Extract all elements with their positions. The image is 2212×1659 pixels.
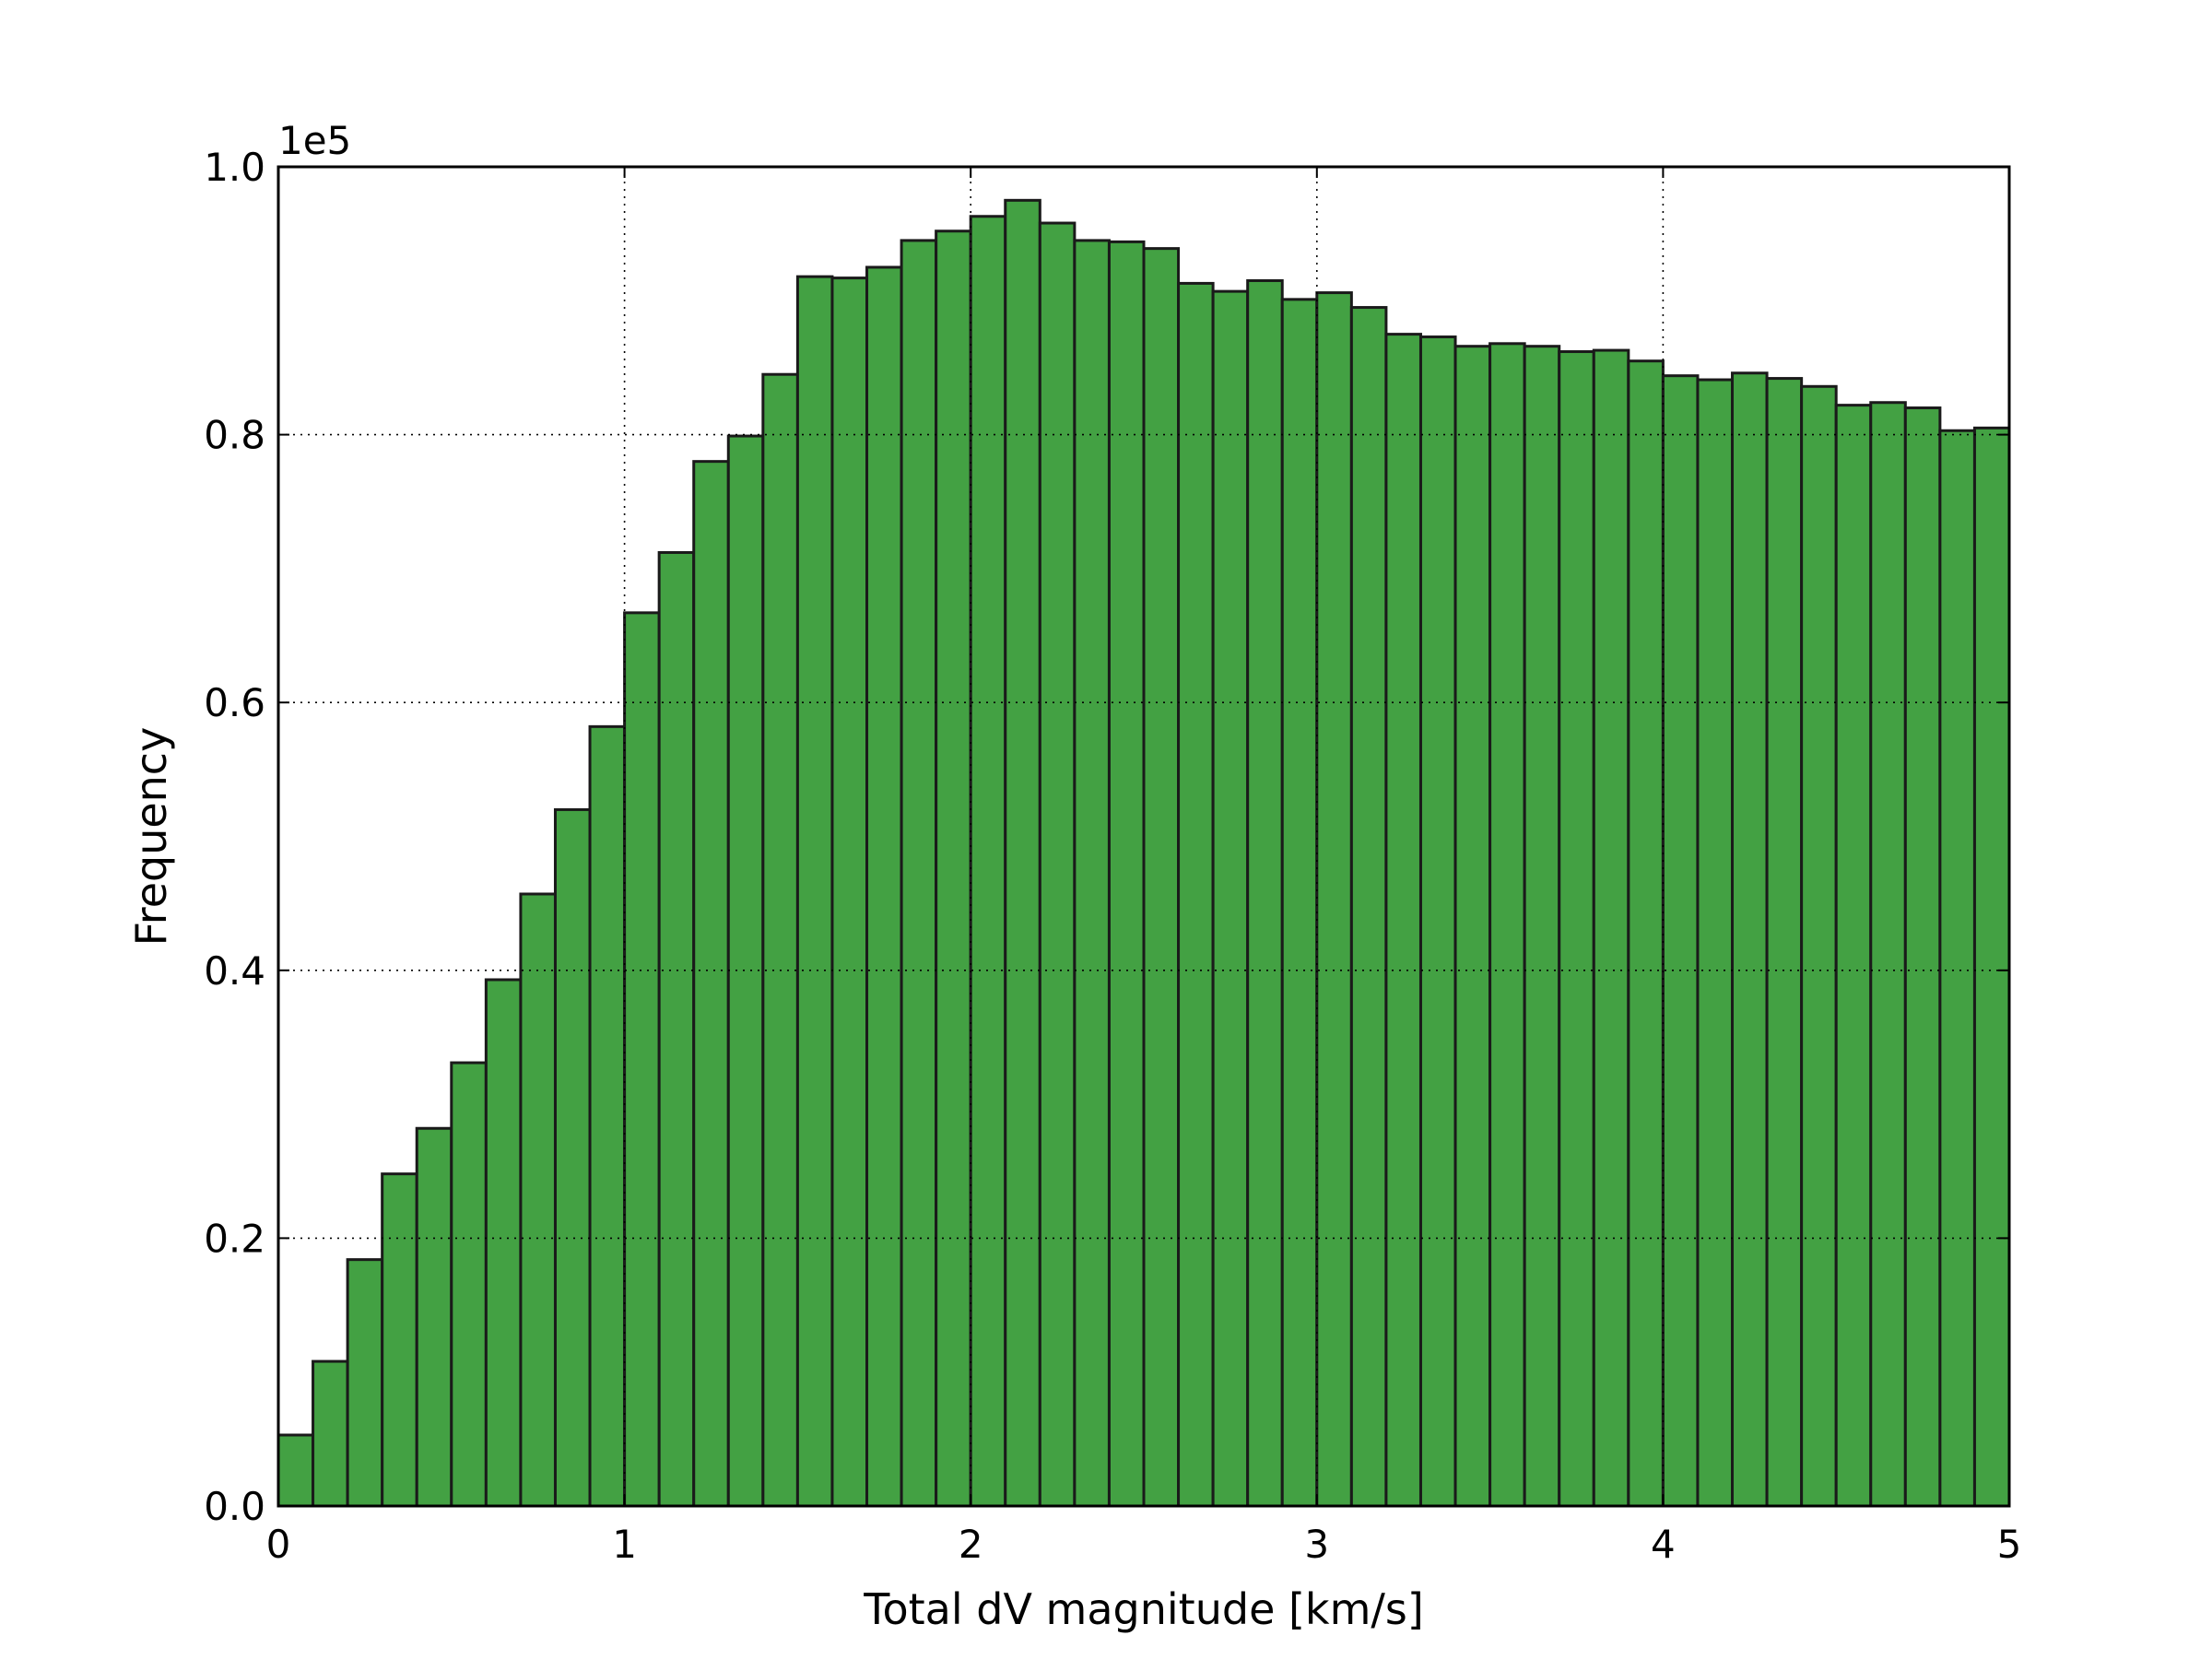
- histogram-bar: [1696, 378, 1735, 1508]
- histogram-bar: [1592, 348, 1630, 1508]
- histogram-bar: [1004, 198, 1041, 1508]
- histogram-bar: [553, 807, 592, 1508]
- histogram-bar: [1038, 221, 1077, 1508]
- histogram-bar: [1903, 406, 1942, 1508]
- histogram-bar: [276, 1433, 315, 1508]
- histogram-bar: [1280, 298, 1319, 1508]
- histogram-bar: [1418, 335, 1457, 1508]
- histogram-bar: [1349, 306, 1388, 1508]
- histogram-bar: [935, 229, 972, 1508]
- histogram-bar: [1107, 240, 1146, 1508]
- y-tick-label: 0.4: [204, 948, 265, 994]
- y-tick-label: 0.6: [204, 680, 265, 725]
- x-tick-label: 4: [1651, 1522, 1676, 1567]
- histogram-bar: [450, 1061, 488, 1508]
- axis-ticks: 0 1 2 3 4 5 0.0 0.2 0.4 0.6 0.8 1.0: [204, 145, 2021, 1567]
- y-offset-label: 1e5: [278, 118, 351, 163]
- histogram-bar: [346, 1258, 384, 1508]
- x-tick-label: 1: [612, 1522, 637, 1567]
- histogram-bar: [1972, 426, 2011, 1508]
- x-tick-label: 0: [266, 1522, 291, 1567]
- histogram-bar: [1834, 404, 1873, 1508]
- histogram-bar: [1246, 279, 1284, 1508]
- histogram-bar: [1142, 247, 1181, 1508]
- x-tick-label: 5: [1997, 1522, 2022, 1567]
- histogram-bar: [1453, 345, 1492, 1508]
- histogram-bar: [1627, 359, 1665, 1508]
- histogram-bar: [1315, 291, 1353, 1508]
- x-tick-label: 3: [1304, 1522, 1329, 1567]
- histogram-bar: [865, 265, 903, 1508]
- histogram-bar: [1211, 289, 1250, 1508]
- histogram-bar: [381, 1172, 418, 1508]
- histogram-bar: [519, 892, 557, 1508]
- y-tick-label: 0.0: [204, 1484, 265, 1529]
- histogram-bar: [1488, 342, 1526, 1508]
- histogram-bar: [830, 276, 869, 1508]
- histogram-bar: [1661, 374, 1700, 1508]
- plot-frame: [276, 165, 2011, 1508]
- histogram-bar: [969, 215, 1007, 1508]
- grid-lines: [278, 167, 2009, 1506]
- histogram-bar: [1523, 345, 1561, 1508]
- histogram-bar: [588, 724, 627, 1508]
- histogram-bar: [1800, 384, 1838, 1508]
- histogram-bar: [1938, 429, 1976, 1508]
- histogram-bar: [1765, 377, 1804, 1508]
- x-tick-label: 2: [959, 1522, 983, 1567]
- y-tick-label: 1.0: [204, 145, 265, 190]
- y-axis-label: Frequency: [126, 727, 176, 947]
- y-tick-label: 0.2: [204, 1216, 265, 1261]
- histogram-bar: [900, 239, 938, 1508]
- x-axis-label: Total dV magnitude [km/s]: [863, 1584, 1424, 1634]
- histogram-bar: [692, 460, 730, 1508]
- histogram-bar: [657, 550, 696, 1508]
- histogram-bar: [484, 978, 523, 1508]
- histogram-bar: [1177, 281, 1215, 1508]
- histogram-bar: [1558, 350, 1595, 1508]
- histogram-bar: [312, 1359, 349, 1508]
- histogram-bar: [1731, 371, 1769, 1508]
- histogram-bar: [795, 275, 834, 1508]
- histogram-bar: [1869, 401, 1907, 1508]
- bars: [276, 198, 2011, 1508]
- histogram-bar: [1384, 333, 1422, 1508]
- y-tick-label: 0.8: [204, 413, 265, 458]
- histogram-bar: [415, 1126, 453, 1508]
- histogram-bar: [623, 611, 661, 1508]
- histogram-bar: [761, 372, 799, 1508]
- histogram-bar: [1073, 239, 1111, 1508]
